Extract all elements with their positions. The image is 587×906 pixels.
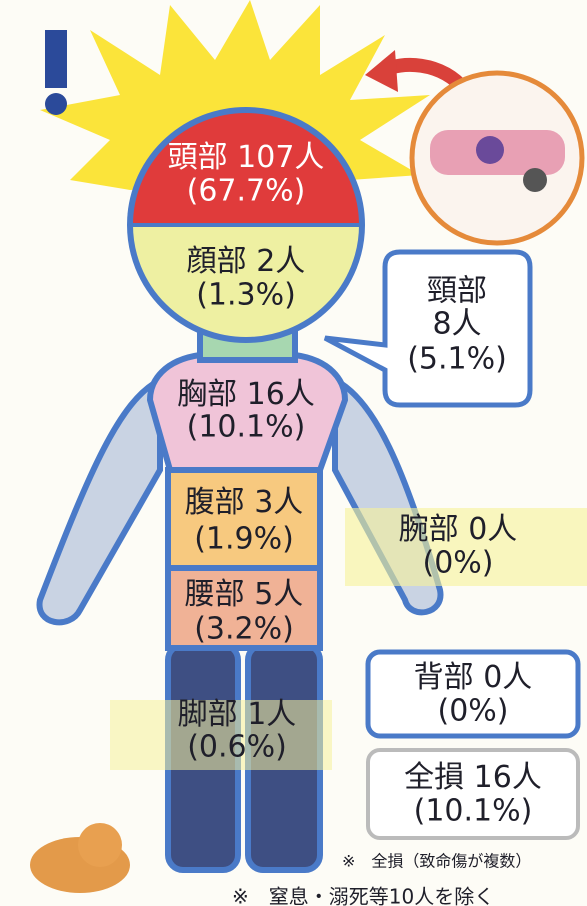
arm-percent: (0%) bbox=[422, 546, 493, 581]
count: 16人 bbox=[474, 760, 542, 795]
sunburst bbox=[40, 0, 430, 190]
total-label: 全損 16人 bbox=[404, 760, 542, 795]
cat-head bbox=[78, 823, 122, 867]
name: 背部 bbox=[414, 660, 474, 695]
count: 16人 bbox=[247, 377, 315, 412]
total-percent: (10.1%) bbox=[414, 794, 533, 829]
arm-label: 腕部 0人 bbox=[399, 512, 518, 547]
leg-label: 脚部 1人 bbox=[178, 697, 297, 732]
face-percent: (1.3%) bbox=[196, 278, 296, 313]
exclamation-bar bbox=[45, 30, 67, 88]
count: 0人 bbox=[483, 660, 532, 695]
name: 腕部 bbox=[399, 512, 459, 547]
name: 脚部 bbox=[178, 697, 238, 732]
count: 0人 bbox=[468, 512, 517, 547]
leg-percent: (0.6%) bbox=[187, 730, 287, 765]
neck-name: 頸部 bbox=[427, 274, 487, 309]
arm-highlight bbox=[345, 508, 587, 586]
abdomen-percent: (1.9%) bbox=[194, 522, 294, 557]
waist-percent: (3.2%) bbox=[194, 612, 294, 647]
abdomen-label: 腹部 3人 bbox=[185, 485, 304, 520]
name: 腹部 bbox=[185, 485, 245, 520]
neck-count: 8人 bbox=[432, 307, 481, 342]
name: 顔部 bbox=[187, 244, 247, 279]
back-box bbox=[365, 649, 581, 739]
total-box bbox=[366, 748, 580, 840]
note: ※ 窒息・溺死等10人を除く bbox=[232, 885, 494, 906]
cyclist bbox=[476, 136, 504, 164]
name: 胸部 bbox=[177, 377, 237, 412]
face-label: 顔部 2人 bbox=[187, 244, 306, 279]
neck-percent: (5.1%) bbox=[407, 342, 507, 377]
abdomen bbox=[165, 467, 323, 571]
count: 1人 bbox=[247, 697, 296, 732]
back-label: 背部 0人 bbox=[414, 660, 533, 695]
count: 5人 bbox=[254, 577, 303, 612]
note: ※ 全損（致命傷が複数） bbox=[342, 852, 531, 871]
chest-percent: (10.1%) bbox=[187, 410, 306, 445]
name: 頭部 bbox=[168, 140, 228, 175]
waist-label: 腰部 5人 bbox=[185, 577, 304, 612]
arrow-head bbox=[365, 50, 398, 92]
count: 2人 bbox=[256, 244, 305, 279]
head-percent: (67.7%) bbox=[187, 174, 306, 209]
count: 107人 bbox=[237, 140, 324, 175]
name: 全損 bbox=[404, 760, 464, 795]
chest-label: 胸部 16人 bbox=[177, 377, 315, 412]
exclamation-dot bbox=[45, 93, 67, 115]
count: 3人 bbox=[254, 485, 303, 520]
back-percent: (0%) bbox=[437, 694, 508, 729]
name: 腰部 bbox=[185, 577, 245, 612]
head-label: 頭部 107人 bbox=[168, 140, 325, 175]
wheel bbox=[523, 168, 547, 192]
left-arm bbox=[36, 375, 163, 626]
leg-highlight bbox=[110, 700, 332, 770]
neck-callout bbox=[323, 249, 533, 408]
waist bbox=[165, 565, 323, 651]
